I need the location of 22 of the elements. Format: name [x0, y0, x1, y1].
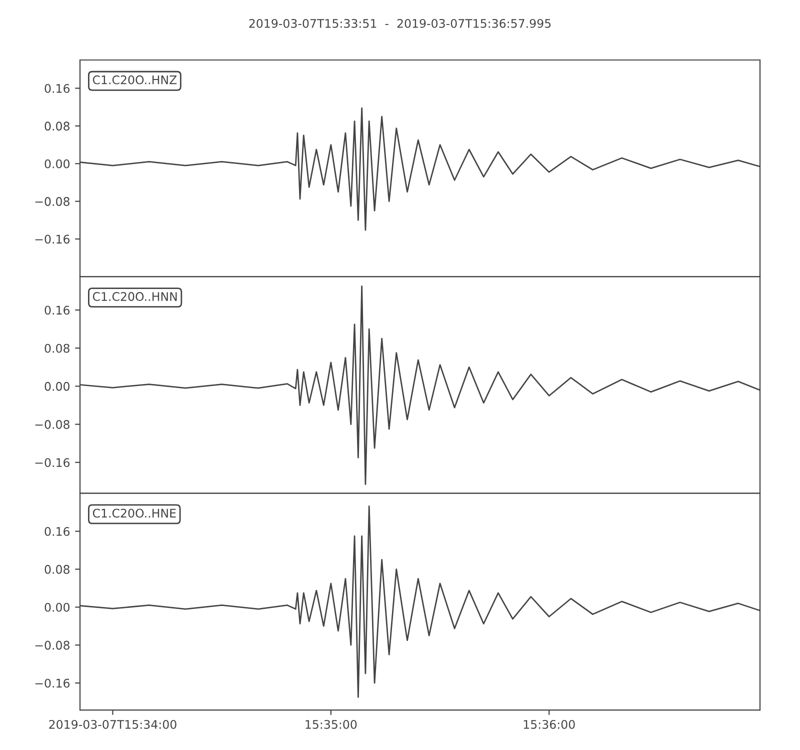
y-tick-label: −0.08: [35, 420, 70, 429]
y-tick-label: 0.08: [44, 344, 70, 353]
y-tick-label: −0.16: [35, 458, 70, 468]
text: C1.C20O..HNZ: [92, 75, 177, 84]
y-tick-label: −0.08: [35, 640, 70, 650]
y-tick-label: 0.16: [44, 84, 70, 93]
y-tick-label: 0.08: [44, 122, 70, 131]
x-tick-label: 15:35:00: [306, 720, 357, 729]
y-tick-label: −0.08: [35, 197, 70, 206]
y-tick-label: 0.00: [44, 159, 70, 168]
x-tick-label: 15:36:00: [524, 720, 575, 729]
y-tick-label: 0.16: [44, 527, 70, 536]
y-tick-label: 0.00: [44, 602, 70, 612]
chart-title: 2019-03-07T15:33:51 - 2019-03-07T15:36:57.995: [249, 18, 551, 28]
y-tick-label: 0.00: [44, 382, 70, 391]
y-tick-label: 0.16: [44, 306, 70, 315]
text: C1.C20O..HNE: [92, 508, 176, 518]
text: C1.C20O..HNN: [92, 292, 177, 301]
y-tick-label: −0.16: [35, 234, 70, 244]
x-tick-label: 2019-03-07T15:34:00: [49, 720, 176, 729]
y-tick-label: −0.16: [35, 678, 70, 688]
y-tick-label: 0.08: [44, 564, 70, 574]
